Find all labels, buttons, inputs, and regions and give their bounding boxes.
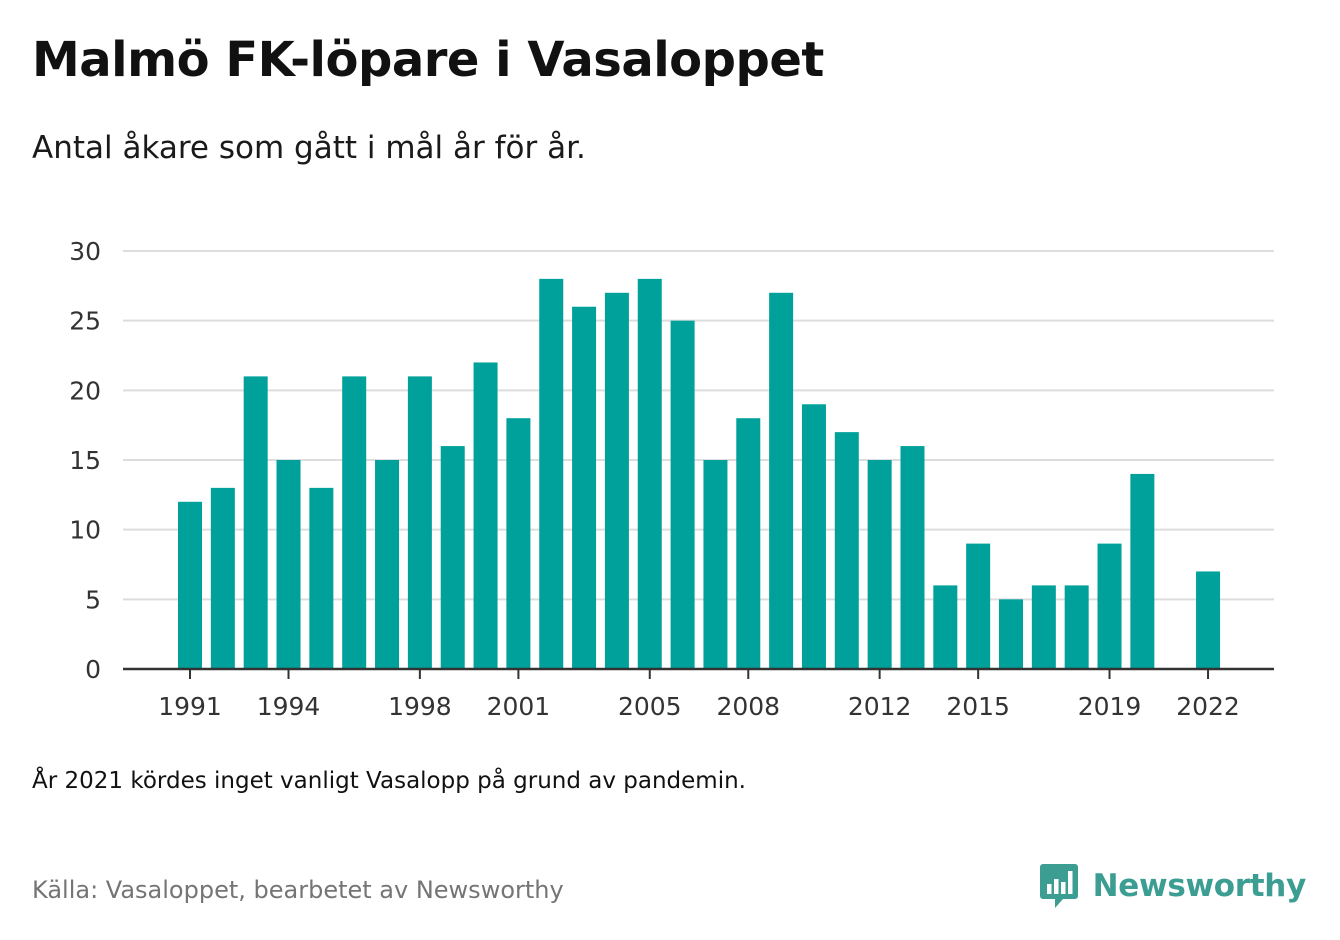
y-tick-label: 30 xyxy=(69,237,101,266)
x-tick-label: 2001 xyxy=(487,692,551,721)
bar-1993 xyxy=(243,376,268,669)
bar-2014 xyxy=(933,585,958,669)
bar-1999 xyxy=(440,446,465,669)
bar-1996 xyxy=(342,376,367,669)
bar-2007 xyxy=(703,460,728,669)
brand-logo: Newsworthy xyxy=(1039,860,1306,912)
x-tick-label: 2012 xyxy=(848,692,912,721)
y-tick-label: 5 xyxy=(85,585,101,614)
x-tick-label: 1991 xyxy=(158,692,222,721)
chart-title: Malmö FK-löpare i Vasaloppet xyxy=(32,32,824,88)
bar-2019 xyxy=(1097,543,1122,669)
bar-1995 xyxy=(309,487,334,669)
x-tick-label: 2019 xyxy=(1078,692,1142,721)
bar-2020 xyxy=(1130,473,1155,669)
bar-2015 xyxy=(966,543,991,669)
bar-2012 xyxy=(867,460,892,669)
bar-2018 xyxy=(1064,585,1089,669)
x-tick-label: 1998 xyxy=(388,692,452,721)
bar-2003 xyxy=(572,306,597,669)
bar-2000 xyxy=(473,362,498,669)
y-tick-label: 0 xyxy=(85,655,101,684)
bar-2004 xyxy=(604,292,629,669)
bar-2013 xyxy=(900,446,925,669)
y-tick-label: 10 xyxy=(69,516,101,545)
bar-2008 xyxy=(736,418,761,669)
brand-name: Newsworthy xyxy=(1092,868,1307,904)
bar-1991 xyxy=(178,501,202,669)
bar-1998 xyxy=(407,376,432,669)
bar-2016 xyxy=(999,599,1023,669)
y-tick-label: 25 xyxy=(69,307,101,336)
y-axis-ticks: 0 5 10 15 20 25 30 xyxy=(69,237,101,684)
bar-2006 xyxy=(670,320,695,669)
bars xyxy=(178,278,1221,669)
bar-2009 xyxy=(769,292,794,669)
x-tick-label: 2015 xyxy=(946,692,1010,721)
bar-chart: 0 5 10 15 20 25 30 1991 1994 1998 2001 2005 2008 201… xyxy=(69,237,1274,721)
bar-1994 xyxy=(276,460,301,669)
bar-1992 xyxy=(210,487,235,669)
x-tick-label: 2022 xyxy=(1176,692,1240,721)
source-credit: Källa: Vasaloppet, bearbetet av Newswort… xyxy=(32,876,564,904)
bar-2010 xyxy=(801,404,826,669)
x-tick-label: 2008 xyxy=(716,692,780,721)
x-tick-label: 1994 xyxy=(257,692,321,721)
bar-2002 xyxy=(539,278,564,669)
x-tick-label: 2005 xyxy=(618,692,682,721)
bar-2011 xyxy=(834,432,859,669)
bar-1997 xyxy=(375,460,400,669)
chart-note: År 2021 kördes inget vanligt Vasalopp på… xyxy=(32,768,746,794)
bar-2022 xyxy=(1196,571,1221,669)
bar-2005 xyxy=(637,278,662,669)
y-tick-label: 15 xyxy=(69,446,101,475)
chart-subtitle: Antal åkare som gått i mål år för år. xyxy=(32,130,586,166)
bar-2001 xyxy=(506,418,531,669)
x-axis-ticks: 1991 1994 1998 2001 2005 2008 2012 2015 2019 2022 xyxy=(158,669,1240,721)
y-tick-label: 20 xyxy=(69,376,101,405)
newsworthy-logo-icon xyxy=(1039,864,1078,908)
bar-2017 xyxy=(1031,585,1056,669)
